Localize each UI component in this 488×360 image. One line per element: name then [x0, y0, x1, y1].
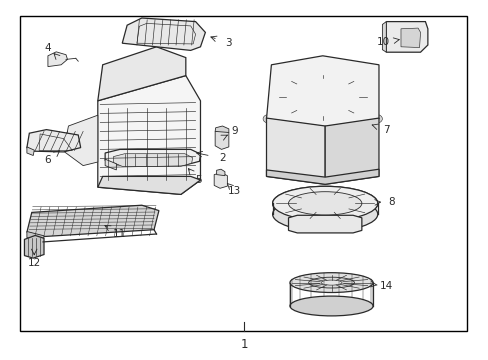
Text: 5: 5: [194, 175, 201, 185]
Text: 13: 13: [227, 186, 241, 196]
Bar: [20, 16, 466, 331]
Ellipse shape: [289, 273, 372, 292]
Circle shape: [49, 56, 61, 65]
Text: 9: 9: [231, 126, 238, 136]
Polygon shape: [24, 235, 44, 258]
Ellipse shape: [288, 81, 356, 113]
Polygon shape: [113, 154, 192, 166]
Polygon shape: [27, 130, 81, 152]
Ellipse shape: [272, 186, 377, 220]
Text: 1: 1: [240, 338, 248, 351]
Polygon shape: [122, 18, 205, 50]
Polygon shape: [266, 169, 378, 184]
Polygon shape: [386, 22, 427, 52]
Text: 8: 8: [387, 197, 394, 207]
Polygon shape: [63, 115, 98, 166]
Ellipse shape: [288, 192, 361, 215]
Text: 2: 2: [219, 153, 225, 163]
Polygon shape: [288, 215, 361, 233]
Polygon shape: [98, 176, 200, 194]
Circle shape: [370, 114, 382, 123]
Text: 6: 6: [44, 155, 51, 165]
Polygon shape: [215, 130, 228, 149]
Polygon shape: [48, 52, 67, 67]
Polygon shape: [325, 118, 378, 184]
Polygon shape: [105, 149, 200, 165]
Polygon shape: [382, 22, 386, 52]
Ellipse shape: [272, 197, 377, 231]
Ellipse shape: [289, 296, 372, 316]
Polygon shape: [214, 173, 227, 188]
Polygon shape: [266, 56, 378, 127]
Text: 10: 10: [377, 37, 389, 48]
Polygon shape: [27, 231, 44, 242]
Text: 4: 4: [44, 42, 51, 53]
Polygon shape: [215, 126, 228, 132]
Polygon shape: [105, 159, 116, 170]
Ellipse shape: [321, 280, 341, 285]
Ellipse shape: [272, 186, 377, 220]
Ellipse shape: [308, 277, 354, 288]
Polygon shape: [266, 118, 325, 184]
Text: 3: 3: [225, 38, 232, 48]
Circle shape: [29, 243, 39, 250]
Polygon shape: [98, 47, 185, 101]
Circle shape: [402, 34, 415, 43]
Text: 7: 7: [382, 125, 389, 135]
Text: 14: 14: [379, 281, 392, 291]
Polygon shape: [27, 147, 34, 156]
Ellipse shape: [303, 217, 346, 231]
Polygon shape: [98, 76, 200, 194]
Polygon shape: [400, 28, 420, 48]
Text: 11: 11: [113, 229, 126, 239]
Polygon shape: [216, 169, 224, 176]
Circle shape: [109, 160, 117, 166]
Circle shape: [263, 114, 274, 123]
Polygon shape: [27, 205, 159, 237]
Text: 12: 12: [27, 258, 41, 268]
Circle shape: [188, 160, 196, 166]
